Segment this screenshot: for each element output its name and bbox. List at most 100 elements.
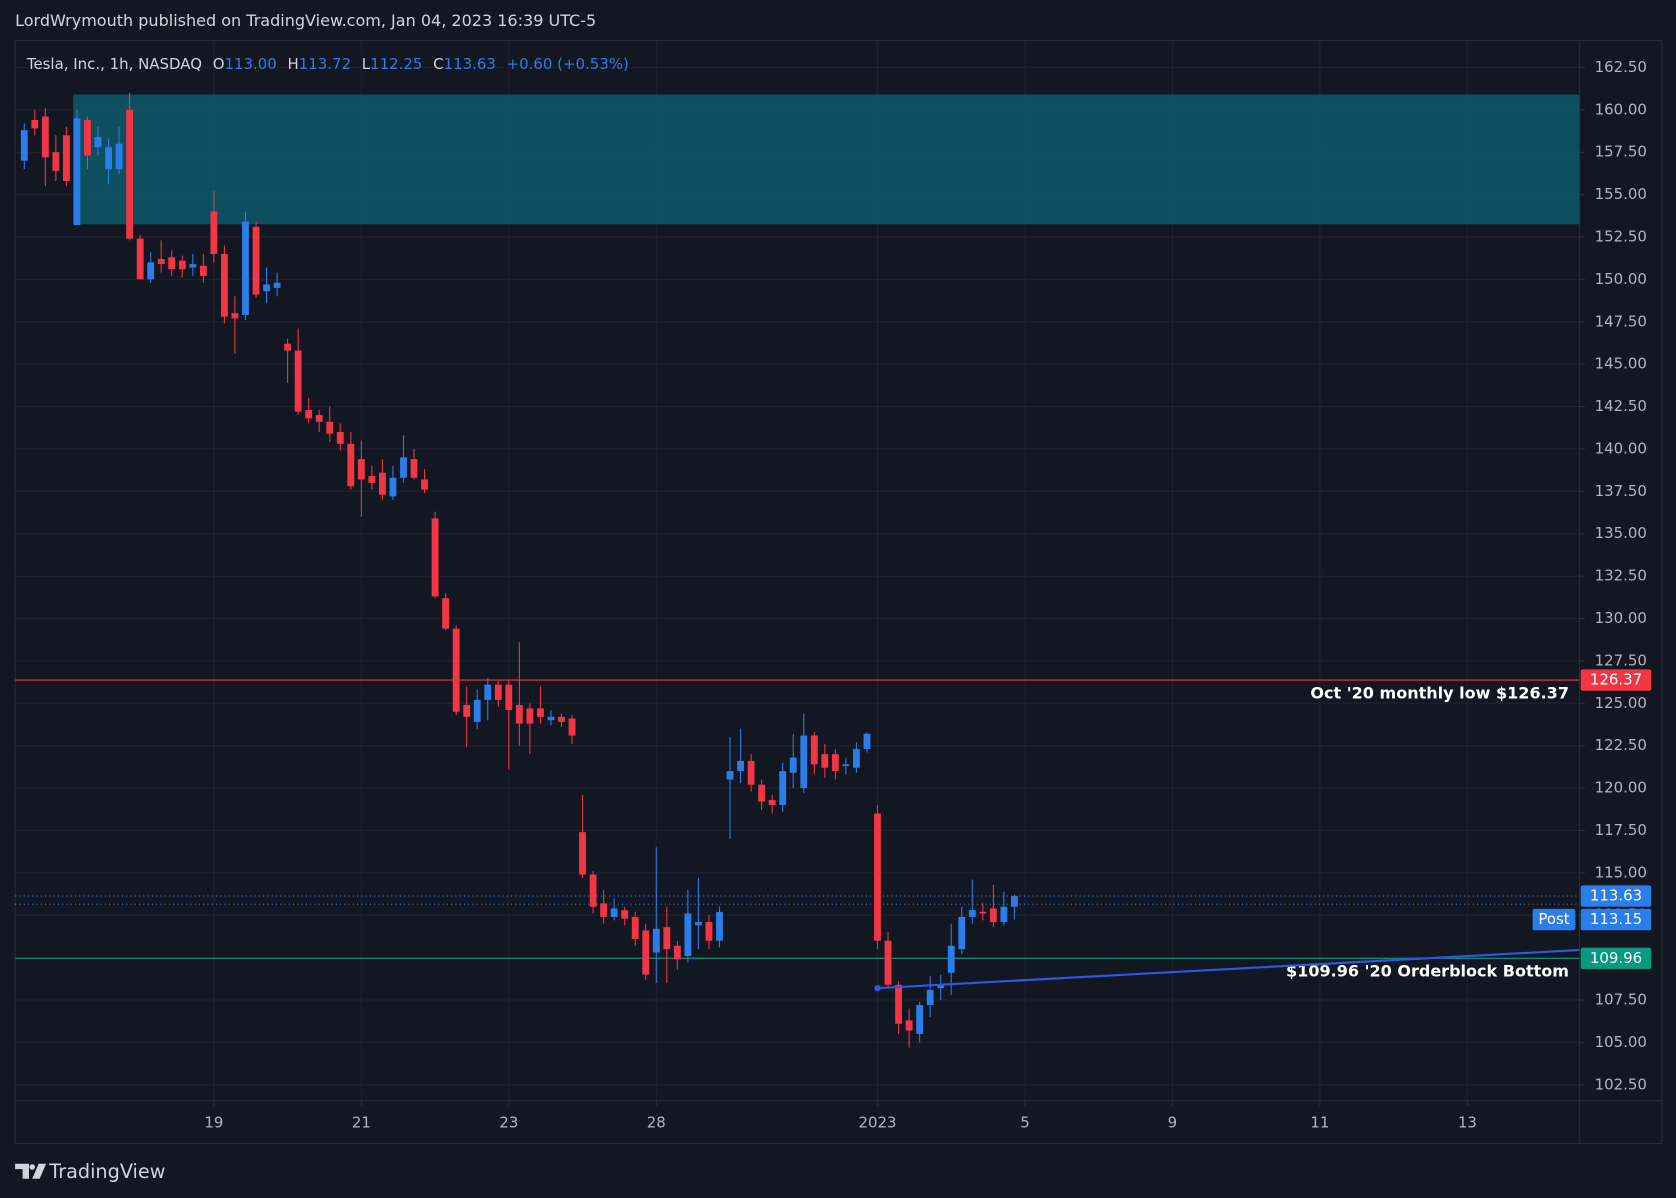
candle-body xyxy=(442,598,450,629)
candle-body xyxy=(989,908,997,923)
candle-body xyxy=(210,211,218,254)
symbol: Tesla, Inc., 1h, NASDAQ xyxy=(26,55,202,73)
y-tick-label: 145.00 xyxy=(1595,355,1647,373)
candle-body xyxy=(842,764,850,767)
legend-value: 113.00 xyxy=(225,55,277,73)
trendline-anchor xyxy=(874,984,881,992)
y-tick-label: 132.50 xyxy=(1595,567,1647,585)
y-tick-label: 105.00 xyxy=(1595,1033,1647,1051)
candle-body xyxy=(800,735,808,789)
candle-body xyxy=(579,832,586,875)
candle-body xyxy=(62,135,70,182)
trendline xyxy=(877,948,1580,990)
candle-body xyxy=(284,343,292,351)
candle-body xyxy=(368,476,376,483)
x-tick-label: 13 xyxy=(1458,1114,1477,1132)
x-tick-label: 21 xyxy=(352,1114,371,1132)
candle-body xyxy=(178,260,186,270)
x-tick-label: 23 xyxy=(499,1114,518,1132)
candle-body xyxy=(84,119,91,156)
brand-logo xyxy=(15,1163,47,1179)
candle-body xyxy=(294,350,302,412)
candle-body xyxy=(452,628,460,712)
candle-body xyxy=(421,479,428,490)
candle-body xyxy=(747,760,755,785)
level-price-box xyxy=(1580,669,1652,691)
candle-body xyxy=(1011,896,1018,907)
candle-body xyxy=(568,718,576,736)
y-tick-label: 127.50 xyxy=(1595,651,1647,669)
candle-body xyxy=(684,913,692,956)
candle-body xyxy=(758,784,766,802)
candle-body xyxy=(863,733,871,750)
candle-body xyxy=(252,226,260,295)
candle-body xyxy=(905,1020,913,1031)
candle-body xyxy=(947,945,955,973)
x-tick-label: 9 xyxy=(1168,1114,1178,1132)
candle-body xyxy=(600,903,608,917)
candle-body xyxy=(94,136,102,148)
legend-key: H xyxy=(288,55,299,73)
brand: TradingView xyxy=(48,1160,165,1183)
candle-body xyxy=(31,119,39,129)
legend-key: C xyxy=(433,55,443,73)
legend-key: O xyxy=(213,55,225,73)
candle-body xyxy=(515,704,523,724)
candle-body xyxy=(916,1005,924,1034)
y-tick-label: 130.00 xyxy=(1595,609,1647,627)
candle-body xyxy=(926,989,934,1006)
candle-body xyxy=(558,716,565,722)
legend-value: 113.72 xyxy=(299,55,351,73)
candle-body xyxy=(463,704,471,717)
legend-value: 112.25 xyxy=(370,55,422,73)
legend-key: L xyxy=(362,55,371,73)
candle-body xyxy=(1000,906,1008,923)
candle-body xyxy=(589,874,597,907)
candle-body xyxy=(695,922,702,926)
y-tick-label: 157.50 xyxy=(1595,143,1647,161)
candle-body xyxy=(494,684,502,700)
candle-body xyxy=(768,799,776,806)
candle-body xyxy=(526,708,534,724)
candle-body xyxy=(242,221,249,315)
candle-body xyxy=(895,984,902,1024)
y-tick-label: 107.50 xyxy=(1595,991,1647,1009)
candle-body xyxy=(199,265,207,276)
y-tick-label: 115.00 xyxy=(1595,863,1647,881)
level-price-label: 126.37 xyxy=(1590,671,1642,689)
candle-body xyxy=(357,459,365,480)
candle-body xyxy=(473,699,481,722)
x-tick-label: 19 xyxy=(204,1114,223,1132)
price-box xyxy=(1580,885,1652,907)
candle-body xyxy=(168,257,176,270)
candle-body xyxy=(305,409,313,419)
x-tick-label: 5 xyxy=(1020,1114,1030,1132)
y-tick-label: 102.50 xyxy=(1595,1075,1647,1093)
candle-body xyxy=(652,928,660,953)
candle-body xyxy=(789,757,797,773)
candle-body xyxy=(52,152,60,171)
candle-body xyxy=(610,908,618,917)
candle-body xyxy=(41,116,49,158)
session-tag: Post xyxy=(1538,910,1569,928)
candle-body xyxy=(400,457,407,478)
y-tick-label: 122.50 xyxy=(1595,736,1647,754)
y-tick-label: 135.00 xyxy=(1595,524,1647,542)
legend-value: 113.63 xyxy=(444,55,496,73)
candle-body xyxy=(189,264,197,268)
y-tick-label: 140.00 xyxy=(1595,439,1647,457)
candle-body xyxy=(968,910,976,917)
candle-body xyxy=(831,754,839,772)
candle-body xyxy=(874,813,881,941)
candle-body xyxy=(315,415,323,422)
logo-dot xyxy=(29,1164,35,1170)
level-price-box xyxy=(1580,947,1652,969)
price-label: 113.63 xyxy=(1590,887,1642,905)
x-tick-label: 2023 xyxy=(858,1114,896,1132)
candle-body xyxy=(126,109,134,239)
candle-body xyxy=(347,443,355,487)
candle-body xyxy=(389,477,397,497)
candle-body xyxy=(958,916,966,950)
